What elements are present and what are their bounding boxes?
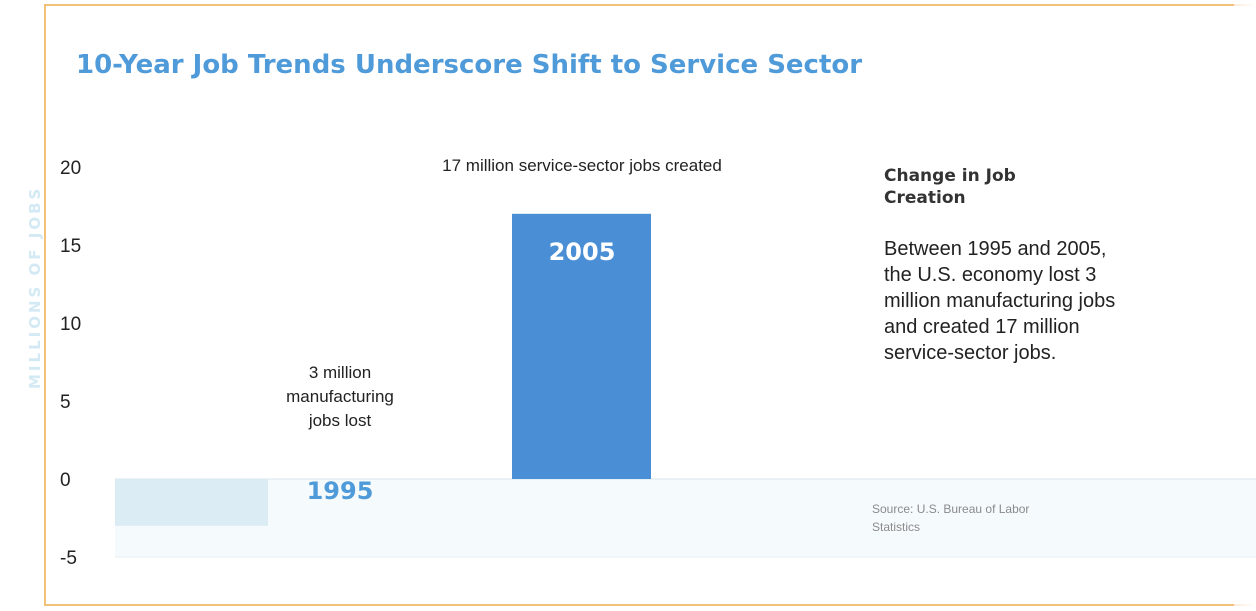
side-panel-body: Between 1995 and 2005, the U.S. economy …	[884, 238, 1116, 364]
bar-2005	[512, 213, 651, 480]
annotation-1995: manufacturing	[286, 387, 394, 406]
y-tick-label: 5	[60, 392, 71, 413]
frame-top-fade	[1180, 4, 1256, 6]
chart-title: 10-Year Job Trends Underscore Shift to S…	[76, 50, 863, 80]
source-note: Source: U.S. Bureau of Labor Statistics	[872, 502, 1030, 534]
chart-frame	[44, 4, 1234, 606]
y-tick-label: 15	[60, 236, 81, 257]
annotation-1995: 3 million	[309, 363, 371, 382]
y-tick-label: 20	[60, 158, 81, 179]
bar-label-2005: 2005	[549, 238, 616, 266]
y-tick-label: 10	[60, 314, 81, 335]
annotation-1995: jobs lost	[308, 411, 372, 430]
y-tick-label: 0	[60, 470, 71, 491]
bar-1995	[115, 479, 268, 526]
annotation-2005: 17 million service-sector jobs created	[442, 156, 722, 175]
frame-bottom-fade	[1180, 604, 1256, 606]
y-tick-label: -5	[60, 548, 77, 569]
bar-label-1995: 1995	[307, 477, 374, 505]
negative-region-band	[115, 479, 1256, 557]
side-panel-title: Change in Job Creation	[884, 166, 1016, 208]
